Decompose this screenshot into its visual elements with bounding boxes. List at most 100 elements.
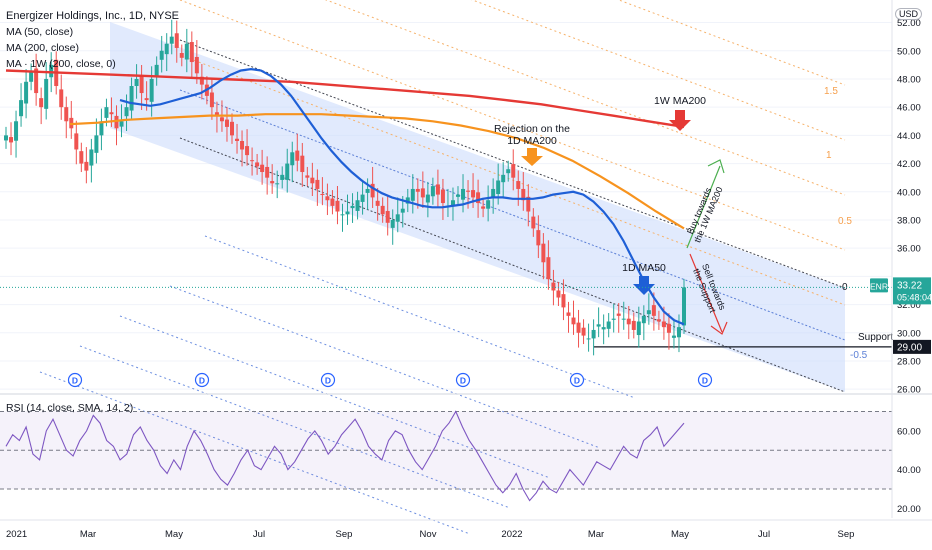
candle-body (536, 230, 541, 246)
candle-body (24, 81, 29, 104)
candle-body (476, 192, 481, 204)
rsi-tick-label: 40.00 (897, 465, 921, 476)
candle-body (360, 194, 365, 202)
candle-body (340, 214, 345, 216)
candle-body (295, 150, 300, 161)
ma200-legend: MA (200, close) (6, 42, 79, 54)
time-tick-label: Sep (336, 529, 353, 540)
candle-body (34, 68, 39, 94)
rejection-arrow-icon (521, 148, 543, 166)
candle-body (290, 152, 295, 166)
candle-body (184, 43, 189, 60)
candle-body (330, 198, 335, 206)
candle-body (159, 50, 164, 60)
fib-line-upper (179, 54, 846, 306)
fib-label: 1.5 (824, 86, 838, 97)
dividend-marker-icon (320, 372, 336, 388)
ma1w-annotation: 1W MA200 (654, 95, 706, 107)
candle-body (64, 107, 69, 122)
candle-body (390, 219, 395, 228)
candle-body (636, 321, 641, 336)
candle-body (149, 78, 154, 102)
dividend-marker-icon (194, 372, 210, 388)
candle-body (531, 216, 536, 229)
candle-body (571, 317, 576, 325)
candle-body (561, 294, 566, 308)
candle-body (305, 175, 310, 178)
candle-body (79, 151, 84, 164)
fib-line-upper (471, 0, 846, 141)
candle-body (541, 243, 546, 263)
time-tick-label: 2021 (6, 529, 27, 540)
candle-body (651, 305, 656, 316)
support-label: Support (858, 332, 893, 343)
channel-lower-line (179, 137, 846, 393)
dividend-marker-label: D (574, 376, 580, 386)
candle-body (671, 335, 676, 338)
dividend-marker-label: D (460, 376, 466, 386)
chart-legend: Energizer Holdings, Inc., 1D, NYSE MA (5… (6, 8, 179, 72)
candle-body (471, 190, 476, 198)
candle-body (44, 78, 49, 109)
candle-body (501, 174, 506, 183)
rsi-tick-label: 20.00 (897, 504, 921, 515)
candle-body (224, 119, 229, 127)
candle-body (420, 188, 425, 198)
candle-body (380, 205, 385, 215)
candle-body (230, 121, 234, 136)
candle-body (94, 135, 99, 153)
ma200-line (69, 113, 685, 230)
candle-body (84, 161, 89, 171)
price-tick-label: 38.00 (897, 215, 921, 226)
price-tick-label: 42.00 (897, 159, 921, 170)
fib-label: -0.5 (850, 350, 868, 361)
fib-line-lower (169, 285, 601, 449)
symbol-tag-label: ENR (870, 281, 888, 291)
candle-body (425, 194, 430, 203)
candle-body (219, 117, 224, 122)
price-tick-label: 48.00 (897, 74, 921, 85)
candle-body (466, 190, 471, 192)
candle-body (325, 196, 330, 201)
candle-body (596, 324, 601, 327)
candle-body (621, 318, 626, 320)
dividend-marker-icon (569, 372, 585, 388)
grid (0, 22, 892, 390)
candle-body (646, 310, 651, 315)
candle-body (199, 76, 204, 85)
candle-body (89, 149, 94, 166)
ma50-line (119, 67, 685, 326)
candle-body (235, 138, 240, 142)
candle-body (280, 174, 285, 180)
candle-body (456, 194, 460, 197)
dividend-marker-icon (67, 372, 83, 388)
candle-body (450, 200, 455, 206)
price-tick-label: 32.00 (897, 300, 921, 311)
time-tick-label: Jul (253, 529, 265, 540)
price-tick-label: 36.00 (897, 244, 921, 255)
currency-badge[interactable]: USD (894, 8, 922, 20)
candle-body (355, 200, 360, 211)
candle-body (29, 71, 34, 82)
candle-body (546, 257, 551, 280)
time-tick-label: Nov (420, 529, 437, 540)
price-tick-label: 50.00 (897, 46, 921, 57)
ma1w-arrow-icon (669, 110, 691, 131)
candle-body (164, 43, 169, 55)
sell-arrow-line (689, 253, 723, 333)
candle-body (461, 188, 466, 200)
candle-body (154, 64, 159, 78)
price-tick-label: 44.00 (897, 131, 921, 142)
candle-body (666, 323, 671, 333)
dividend-marker-label: D (199, 376, 205, 386)
candle-body (169, 36, 174, 44)
candle-body (14, 121, 19, 141)
time-tick-label: Mar (588, 529, 604, 540)
candle-body (521, 188, 526, 201)
buy-arrow-line (686, 165, 721, 249)
time-tick-label: Sep (838, 529, 855, 540)
candle-body (194, 56, 199, 74)
last-price-label: 33.22 (897, 280, 922, 291)
time-tick-label: May (165, 529, 183, 540)
